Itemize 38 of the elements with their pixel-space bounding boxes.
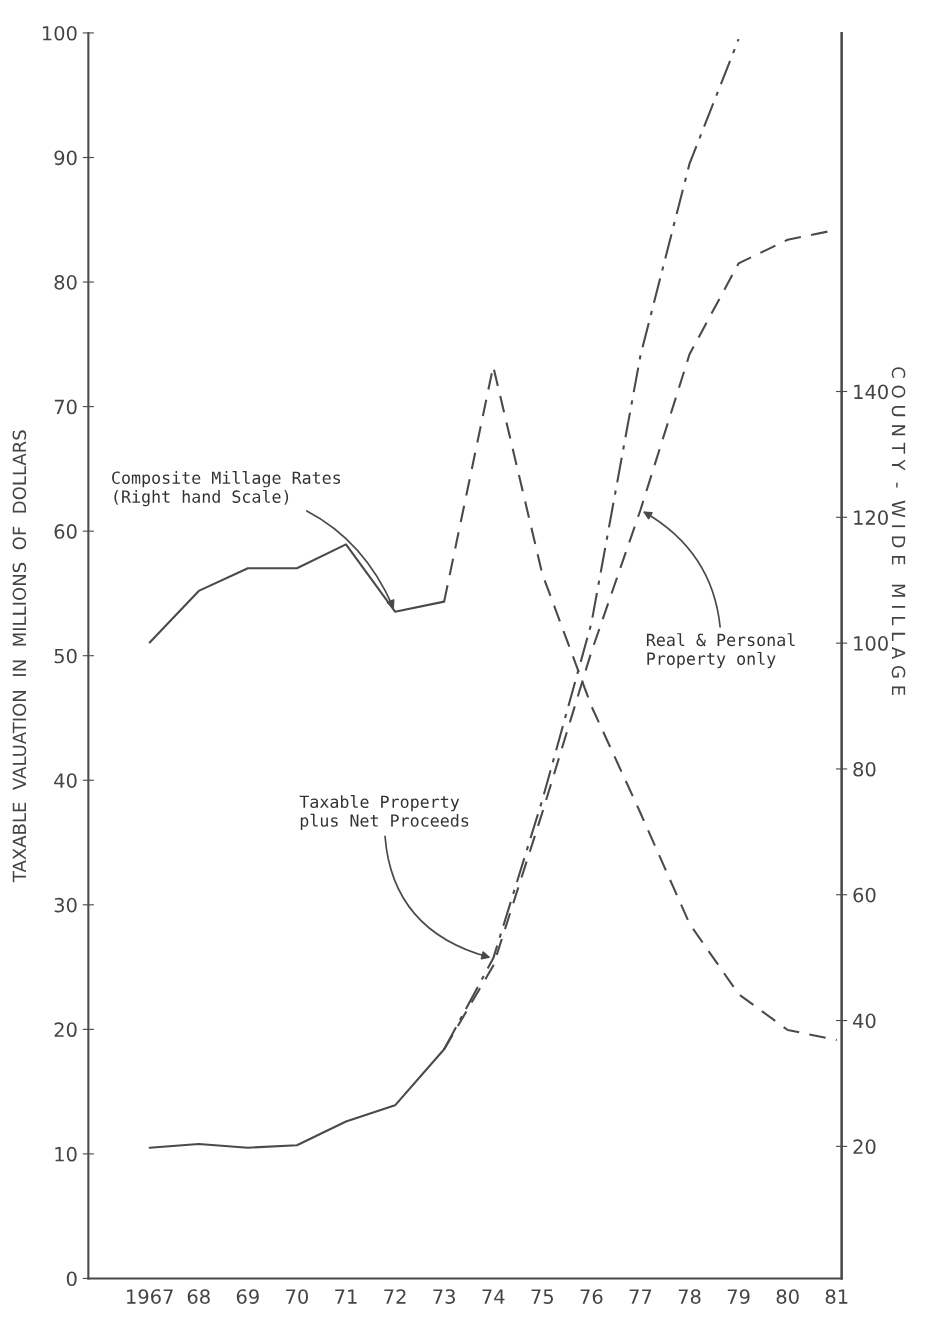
y2-tick-label: 60 xyxy=(853,887,876,903)
y2-tick-label: 20 xyxy=(853,1139,876,1155)
y2-tick-label: 100 xyxy=(854,636,888,651)
y-tick-label: 70 xyxy=(54,399,77,415)
y2-tick-label: 140 xyxy=(854,384,888,400)
y2-tick-label: 80 xyxy=(853,761,876,777)
y-axis-title: TAXABLE VALUATION IN MILLIONS OF DOLLARS xyxy=(12,430,27,883)
x-tick-label: 70 xyxy=(286,1289,308,1304)
x-tick-label: 72 xyxy=(384,1289,406,1304)
y-tick-label: 80 xyxy=(54,275,77,290)
x-tick-label: 68 xyxy=(187,1289,210,1304)
text: Real & Personal Property only xyxy=(646,633,795,669)
y2-axis-title: C O U N T Y - W I D E M I L L A G E xyxy=(891,367,906,695)
x-tick-label: 81 xyxy=(825,1289,848,1304)
y-tick-label: 60 xyxy=(54,524,77,539)
y2-tick-label: 120 xyxy=(854,510,888,525)
y2-tick-label: 40 xyxy=(853,1013,876,1029)
y-tick-label: 50 xyxy=(54,648,77,664)
y-tick-label: 30 xyxy=(54,897,77,913)
y-tick-label: 20 xyxy=(54,1022,77,1038)
x-tick-label: 79 xyxy=(727,1289,750,1304)
x-tick-label: 1967 xyxy=(127,1289,173,1304)
y-tick-label: 90 xyxy=(54,150,77,166)
x-tick-label: 76 xyxy=(580,1289,603,1304)
y-tick-label: 10 xyxy=(55,1146,77,1162)
x-tick-label: 77 xyxy=(629,1289,652,1304)
y-tick-label: 100 xyxy=(42,25,77,41)
x-tick-label: 71 xyxy=(335,1289,357,1304)
x-tick-label: 78 xyxy=(678,1289,701,1304)
y-tick-label: 40 xyxy=(54,773,77,788)
x-tick-label: 74 xyxy=(482,1289,505,1304)
text: Composite Millage Rates (Right hand Scale) xyxy=(112,471,341,507)
y-tick-label: 0 xyxy=(66,1271,77,1287)
text: Taxable Property plus Net Proceeds xyxy=(299,795,469,831)
x-tick-label: 73 xyxy=(433,1289,455,1304)
x-tick-label: 80 xyxy=(776,1289,799,1304)
x-tick-label: 69 xyxy=(236,1289,259,1304)
x-tick-label: 75 xyxy=(531,1289,553,1304)
